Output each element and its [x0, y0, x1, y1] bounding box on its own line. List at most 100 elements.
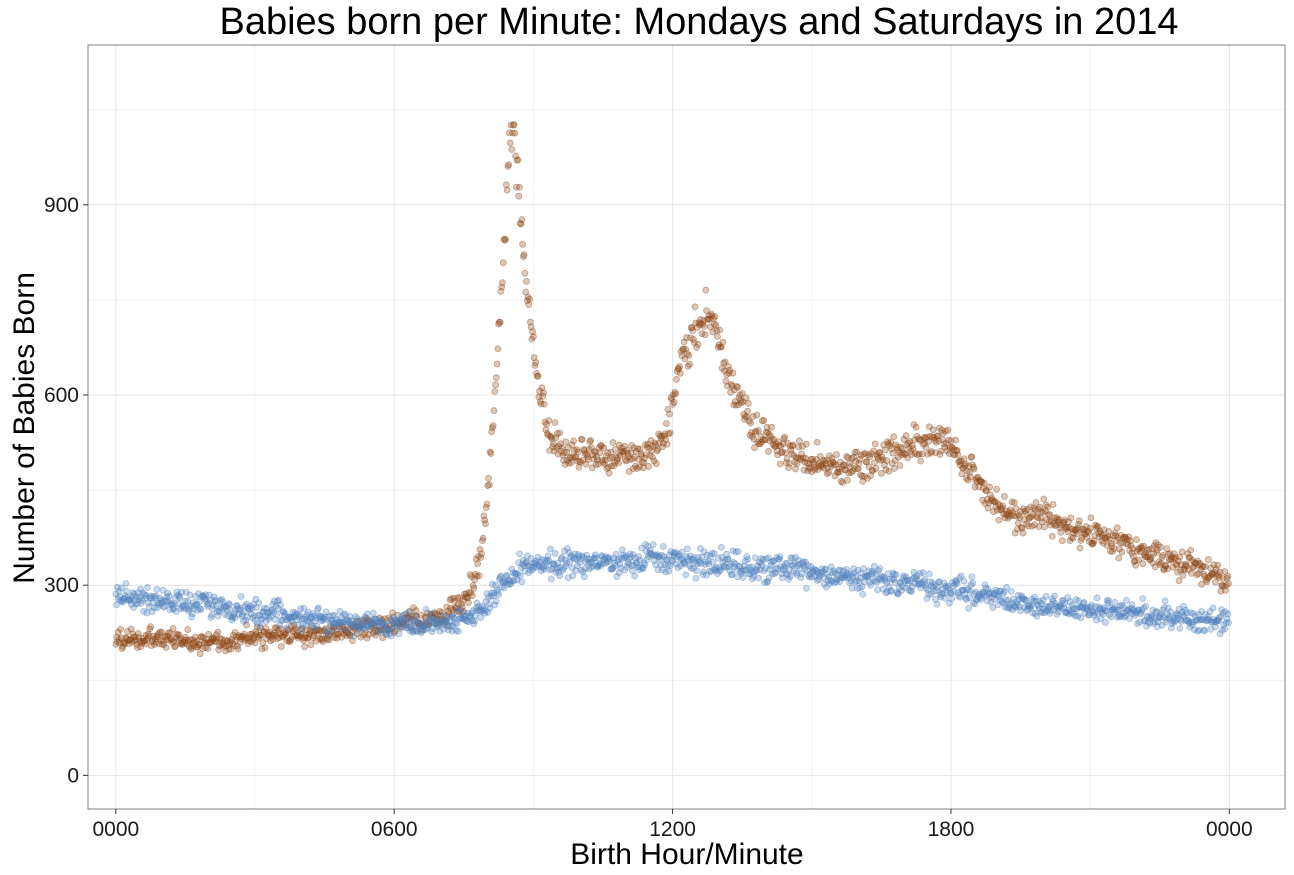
- data-point: [402, 610, 410, 618]
- data-point: [291, 625, 299, 633]
- data-point: [516, 183, 523, 191]
- data-point: [429, 614, 437, 621]
- data-point: [267, 637, 274, 645]
- data-point: [650, 457, 658, 465]
- data-point: [857, 471, 864, 479]
- data-point: [529, 328, 537, 336]
- data-point: [321, 625, 329, 633]
- data-point: [707, 310, 715, 318]
- data-point: [1040, 495, 1048, 503]
- data-point: [182, 636, 190, 644]
- data-point: [153, 632, 161, 640]
- data-point: [427, 610, 434, 618]
- data-point: [690, 335, 697, 343]
- data-point: [798, 450, 806, 458]
- data-point: [117, 625, 124, 633]
- data-point: [453, 607, 461, 615]
- data-point: [568, 441, 576, 449]
- data-point: [399, 620, 407, 627]
- data-point: [414, 619, 422, 627]
- data-point: [233, 642, 241, 650]
- data-point: [962, 460, 970, 468]
- data-point: [423, 620, 431, 627]
- data-point: [288, 633, 296, 641]
- data-point: [686, 360, 693, 368]
- data-point: [188, 636, 196, 644]
- data-point: [377, 626, 385, 634]
- data-point: [113, 633, 121, 641]
- data-point: [716, 326, 724, 334]
- data-point: [808, 468, 816, 476]
- data-point: [662, 436, 670, 443]
- data-point: [219, 639, 226, 647]
- data-point: [800, 466, 808, 474]
- data-point: [710, 320, 718, 328]
- data-point: [776, 460, 784, 468]
- data-point: [683, 350, 691, 358]
- data-point: [551, 419, 559, 426]
- data-point: [969, 461, 976, 469]
- data-point: [497, 287, 505, 295]
- data-point: [393, 618, 400, 626]
- data-point: [556, 572, 564, 580]
- data-point: [930, 434, 938, 441]
- data-point: [1209, 604, 1217, 612]
- data-point: [394, 611, 402, 619]
- data-point: [638, 452, 646, 460]
- data-point: [544, 431, 552, 439]
- data-point: [349, 637, 356, 645]
- data-point: [571, 454, 579, 462]
- data-point: [479, 534, 487, 542]
- data-point: [486, 448, 494, 456]
- data-point: [775, 442, 783, 449]
- data-point: [389, 609, 397, 617]
- data-point: [905, 439, 912, 447]
- data-point: [656, 432, 664, 440]
- data-point: [819, 463, 826, 470]
- data-point: [189, 639, 197, 647]
- data-point: [345, 624, 352, 632]
- data-point: [867, 472, 874, 480]
- data-point: [622, 456, 629, 464]
- data-point: [538, 384, 546, 392]
- data-point: [1139, 595, 1147, 603]
- data-point: [563, 448, 571, 456]
- data-point: [420, 622, 427, 630]
- data-point: [552, 434, 560, 442]
- data-point: [627, 449, 635, 457]
- data-point: [550, 440, 557, 448]
- data-point: [635, 455, 642, 463]
- data-point: [197, 606, 205, 613]
- data-point: [240, 630, 248, 638]
- data-point: [320, 627, 328, 635]
- data-point: [600, 444, 608, 452]
- data-point: [617, 447, 625, 455]
- data-point: [129, 630, 137, 638]
- data-point: [670, 398, 678, 406]
- data-point: [318, 636, 325, 644]
- data-point: [580, 446, 588, 453]
- data-point: [553, 430, 561, 437]
- data-point: [340, 630, 348, 638]
- data-point: [849, 467, 857, 475]
- data-point: [173, 634, 181, 641]
- data-point: [325, 631, 332, 639]
- data-point: [911, 436, 919, 444]
- data-point: [913, 432, 921, 440]
- data-point: [236, 633, 243, 641]
- data-point: [445, 610, 453, 618]
- data-point: [848, 455, 856, 462]
- data-point: [690, 339, 698, 347]
- data-point: [1058, 537, 1066, 545]
- data-point: [282, 629, 290, 637]
- data-point: [826, 460, 834, 468]
- data-point: [183, 640, 191, 648]
- data-point: [693, 567, 700, 575]
- data-point: [408, 613, 416, 621]
- data-point: [786, 442, 794, 450]
- data-point: [667, 394, 675, 401]
- data-point: [545, 417, 553, 424]
- data-point: [113, 638, 121, 646]
- data-point: [279, 633, 287, 641]
- data-point: [251, 639, 259, 647]
